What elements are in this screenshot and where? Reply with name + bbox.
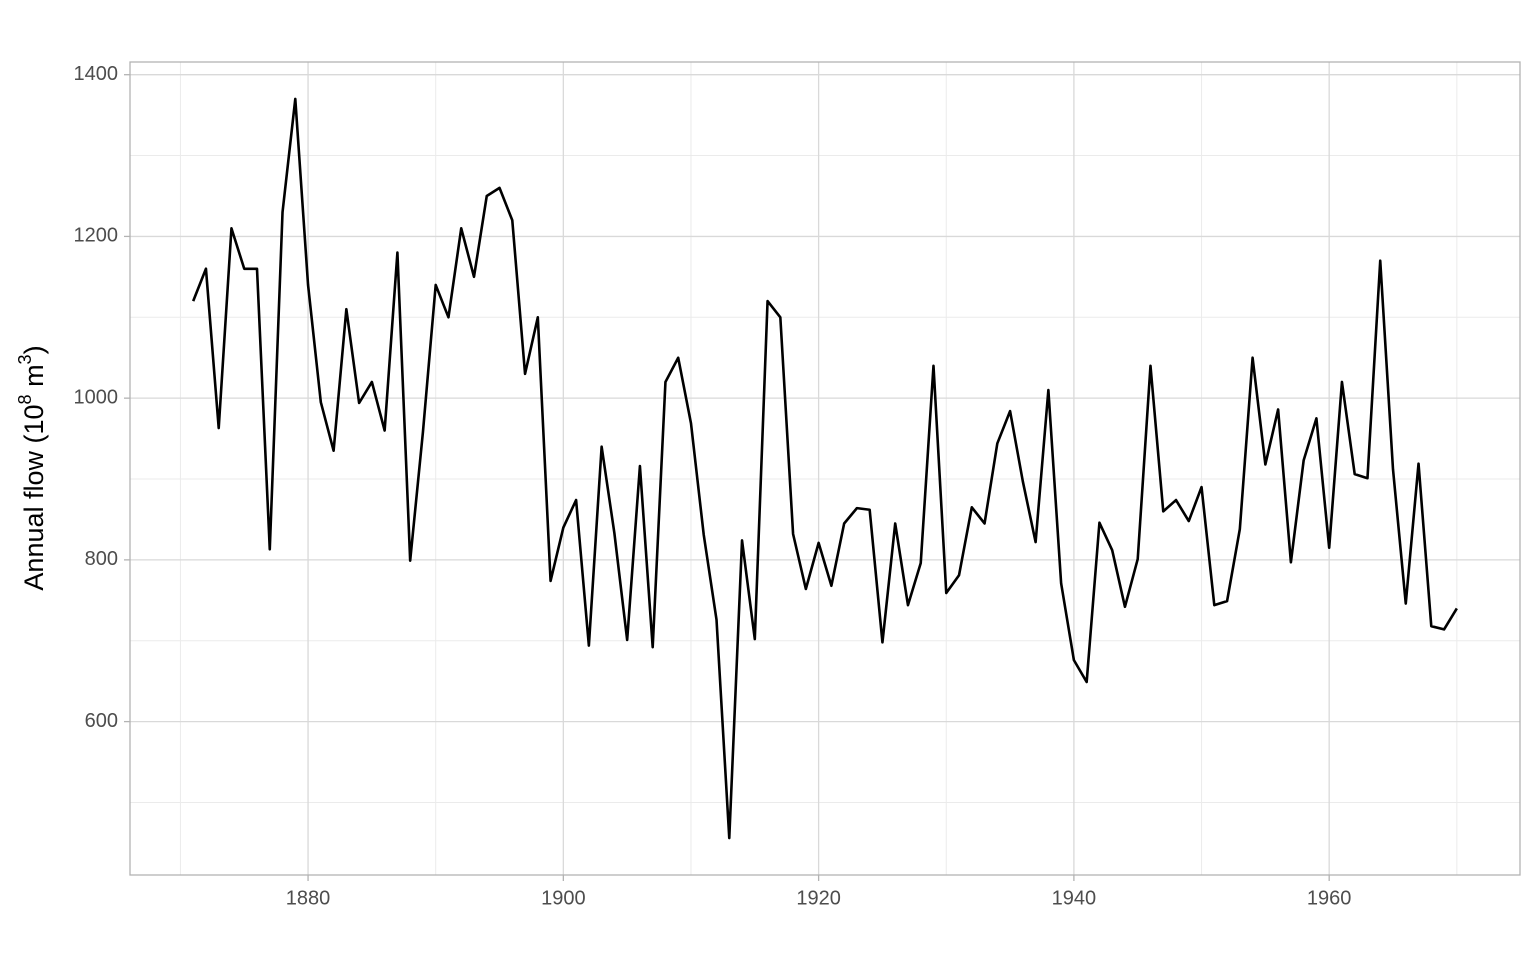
- data-line: [191, 97, 1458, 840]
- y-label-part: m: [19, 364, 49, 394]
- x-tick-label: 1920: [796, 887, 841, 909]
- y-tick-label: 1200: [74, 225, 119, 247]
- y-axis-label: Annual flow (108 m3): [15, 345, 49, 590]
- y-tick-label: 800: [85, 548, 118, 570]
- y-label-part: Annual flow (10: [19, 404, 49, 590]
- y-label-sup: 3: [15, 354, 35, 364]
- x-tick-label: 1960: [1307, 887, 1352, 909]
- panel-border: [129, 61, 1521, 876]
- y-label-sup: 8: [15, 394, 35, 404]
- y-tick-label: 1400: [74, 63, 119, 85]
- x-tick-label: 1880: [286, 887, 331, 909]
- y-tick-label: 600: [85, 710, 118, 732]
- y-tick-label: 1000: [74, 386, 119, 408]
- x-tick-label: 1940: [1052, 887, 1097, 909]
- x-tick-label: 1900: [541, 887, 586, 909]
- y-label-part: ): [19, 345, 49, 354]
